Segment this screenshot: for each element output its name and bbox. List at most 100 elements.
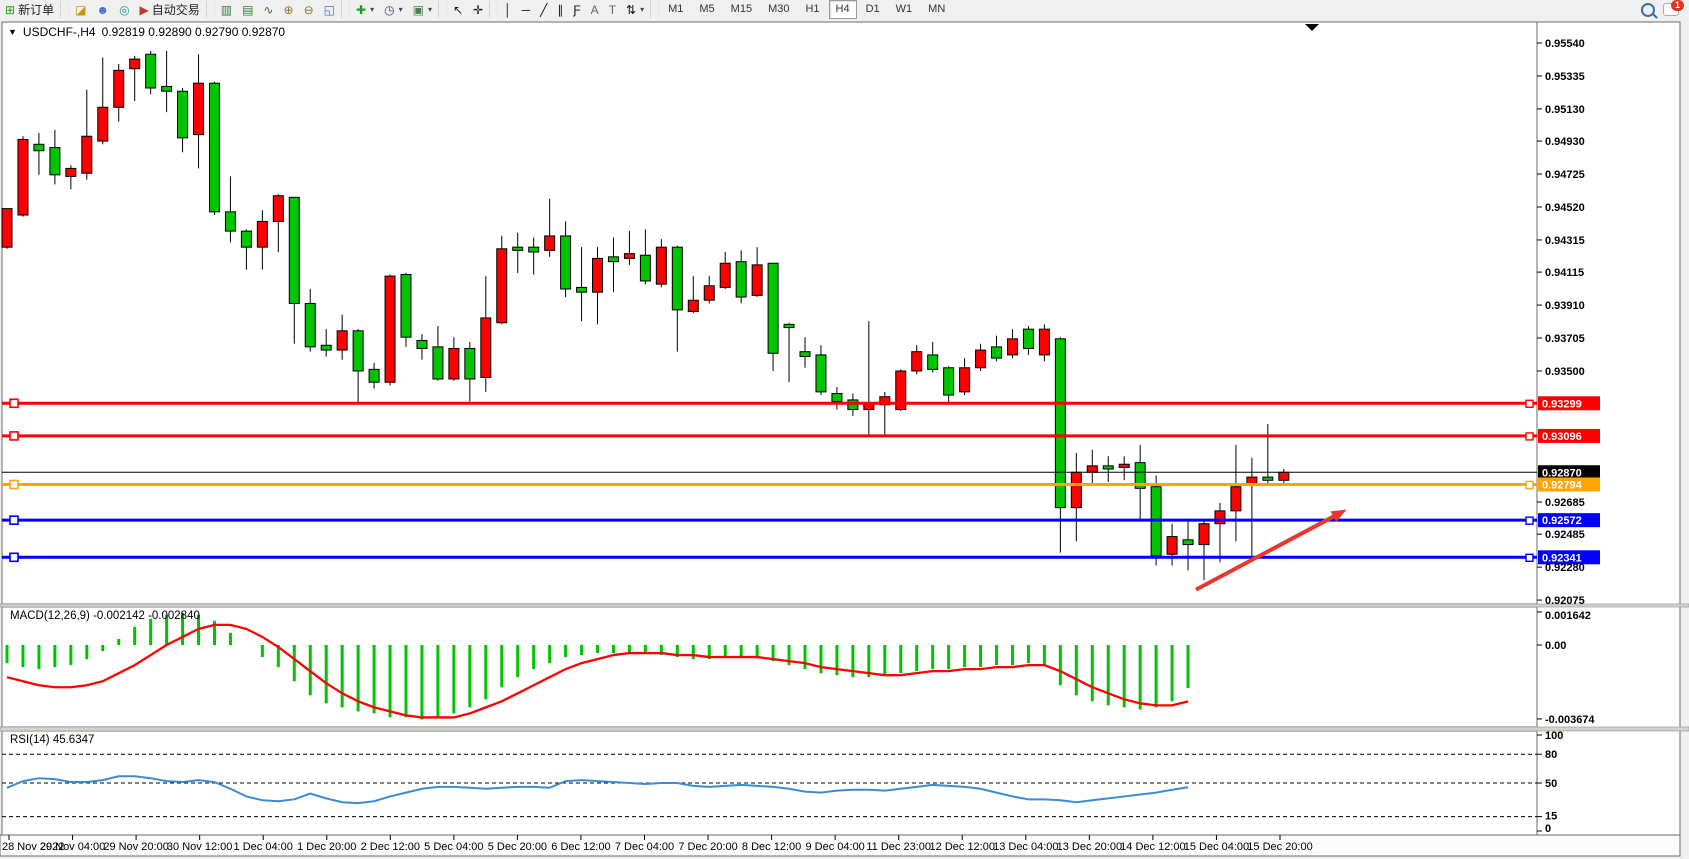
- vertical-line-icon[interactable]: │: [499, 0, 517, 20]
- text-icon[interactable]: A: [586, 0, 604, 20]
- candlestick-chart-icon[interactable]: ▥: [216, 0, 237, 20]
- templates-icon-dropdown-icon[interactable]: ▾: [427, 5, 432, 14]
- zoom-in-icon[interactable]: ⊕: [279, 0, 299, 20]
- autotrading-button[interactable]: ▶ 自动交易: [135, 0, 205, 20]
- candlestick: [97, 57, 109, 145]
- zoom-out-icon[interactable]: ⊖: [299, 0, 319, 20]
- indicators-icon[interactable]: ✚ ▾: [351, 0, 379, 20]
- timeframe-mn[interactable]: MN: [928, 3, 946, 15]
- bid-line-0.92870[interactable]: 0.92870: [2, 465, 1600, 480]
- search-icon[interactable]: [1641, 2, 1655, 17]
- horizontal-line-0.93299[interactable]: 0.93299: [2, 396, 1600, 411]
- bar-chart-icon[interactable]: ▤: [237, 0, 258, 20]
- candle-body: [1038, 328, 1050, 356]
- line-anchor-marker[interactable]: [1525, 432, 1534, 441]
- timeframe-m1[interactable]: M1: [668, 3, 684, 15]
- candlestick: [177, 88, 189, 153]
- line-anchor-marker[interactable]: [1525, 516, 1534, 525]
- periods-clock-icon-dropdown-icon[interactable]: ▾: [398, 5, 403, 14]
- trendline-icon[interactable]: ╱: [535, 0, 552, 20]
- time-tick-label: 1 Dec 20:00: [297, 841, 356, 853]
- new-order-button[interactable]: ⊞ 新订单: [0, 0, 59, 20]
- candlestick: [1134, 444, 1146, 519]
- crosshair-icon[interactable]: ✛: [468, 0, 488, 20]
- candlestick: [703, 276, 715, 304]
- candlestick: [911, 345, 923, 375]
- horizontal-line-0.92572[interactable]: 0.92572: [2, 513, 1600, 528]
- time-tick-label: 7 Dec 04:00: [615, 841, 674, 853]
- candlestick: [895, 369, 907, 412]
- candlestick: [751, 247, 763, 298]
- candle-body: [783, 323, 795, 329]
- horizontal-line-0.92341[interactable]: 0.92341: [2, 550, 1600, 565]
- candlestick: [975, 343, 987, 371]
- panel-splitter[interactable]: [0, 726, 1689, 732]
- timeframe-m15[interactable]: M15: [730, 3, 753, 15]
- trend-arrow[interactable]: [1195, 509, 1347, 592]
- time-tick-label: 15 Dec 20:00: [1247, 841, 1312, 853]
- horizontal-line-0.92794[interactable]: 0.92794: [2, 477, 1600, 492]
- candlestick: [767, 262, 779, 371]
- collapse-quote-icon[interactable]: ▼: [8, 27, 17, 37]
- timeframe-h1[interactable]: H1: [805, 3, 820, 15]
- line-anchor-marker[interactable]: [9, 431, 19, 441]
- candlestick: [1214, 502, 1226, 563]
- line-anchor-marker[interactable]: [9, 398, 19, 409]
- line-anchor-marker[interactable]: [9, 515, 19, 525]
- line-chart-icon: ∿: [263, 2, 274, 17]
- line-anchor-marker[interactable]: [9, 552, 19, 563]
- candle-body: [655, 246, 667, 285]
- timeframe-m30[interactable]: M30: [768, 3, 790, 15]
- candle-body: [145, 53, 157, 89]
- indicators-icon-dropdown-icon[interactable]: ▾: [370, 5, 375, 14]
- candlestick: [208, 81, 220, 216]
- arrows-icon[interactable]: ⇅ ▾: [621, 0, 649, 20]
- price-tick-label: 0.95335: [1545, 71, 1585, 83]
- templates-icon[interactable]: ▣ ▾: [408, 0, 437, 20]
- support-chat-icon[interactable]: ☻: [91, 0, 114, 20]
- autotrading-button-label: 自动交易: [151, 3, 200, 17]
- price-tick-label: 0.93705: [1545, 333, 1585, 345]
- candle-body: [592, 257, 604, 293]
- horizontal-line-icon[interactable]: ─: [517, 0, 536, 20]
- horizontal-line-0.93096[interactable]: 0.93096: [2, 428, 1600, 443]
- candle-body: [528, 246, 540, 253]
- time-tick-label: 13 Dec 04:00: [993, 841, 1058, 853]
- depth-of-market-icon[interactable]: ◪: [70, 0, 91, 20]
- periods-clock-icon[interactable]: ◷ ▾: [379, 0, 408, 20]
- price-tick-label: 0.92485: [1545, 529, 1585, 541]
- panel-splitter[interactable]: [0, 603, 1689, 608]
- price-tick-label: 0.94315: [1545, 235, 1585, 247]
- line-anchor-marker[interactable]: [9, 479, 19, 490]
- line-anchor-marker[interactable]: [1525, 399, 1534, 408]
- arrows-icon-dropdown-icon[interactable]: ▾: [640, 5, 645, 14]
- price-axis-background[interactable]: [1536, 21, 1681, 836]
- text-label-icon[interactable]: T: [604, 0, 621, 20]
- candlestick: [432, 325, 444, 381]
- line-chart-icon[interactable]: ∿: [258, 0, 278, 20]
- cursor-icon[interactable]: ↖: [448, 0, 468, 20]
- line-anchor-marker[interactable]: [1525, 553, 1534, 563]
- price-tick-label: 0.94115: [1545, 267, 1584, 279]
- candlestick: [304, 288, 316, 352]
- price-axis[interactable]: 0.95540 0.95335 0.95130 0.94930 0.94725 0.945…: [1537, 38, 1595, 835]
- time-axis-background[interactable]: [0, 834, 1681, 857]
- line-anchor-marker[interactable]: [1525, 480, 1534, 490]
- periods-clock-icon: ◷: [384, 2, 395, 17]
- notifications-icon[interactable]: 1: [1663, 0, 1684, 16]
- trend-arrow-shaft[interactable]: [1195, 510, 1343, 592]
- timeframe-m5[interactable]: M5: [699, 3, 715, 15]
- candlestick: [65, 165, 77, 190]
- signals-icon[interactable]: ◎: [114, 0, 134, 20]
- chart-shift-marker-icon[interactable]: [1305, 24, 1319, 31]
- timeframe-w1[interactable]: W1: [895, 3, 913, 15]
- tile-windows-icon[interactable]: ◱: [319, 0, 340, 20]
- timeframe-h4[interactable]: H4: [828, 0, 857, 19]
- timeframe-d1[interactable]: D1: [865, 3, 880, 15]
- fibonacci-icon[interactable]: Ƒ: [568, 0, 585, 20]
- equidistant-channel-icon[interactable]: ∥: [552, 0, 568, 20]
- time-tick-label: 1 Dec 04:00: [234, 841, 293, 853]
